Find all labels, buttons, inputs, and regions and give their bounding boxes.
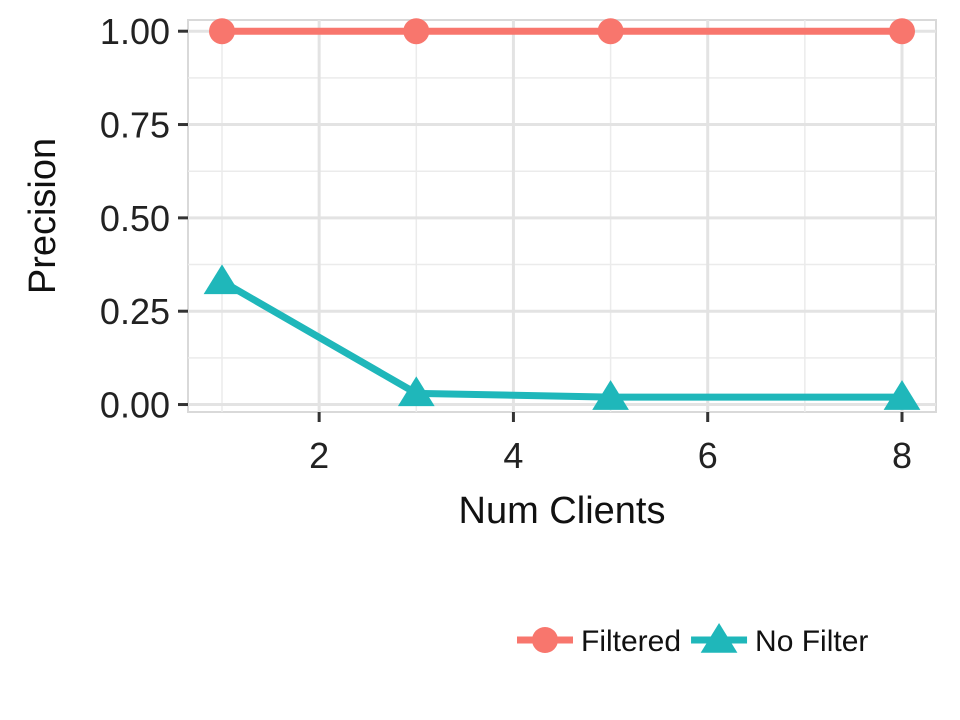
data-point-no-filter (883, 380, 921, 410)
legend-label: Filtered (581, 625, 681, 658)
data-point-filtered (597, 18, 624, 45)
legend-item-filtered: Filtered (517, 625, 681, 658)
y-tick-label: 0.50 (100, 198, 170, 239)
axes: 0.00 0.25 0.50 0.75 1.00 2 4 6 8 (100, 11, 912, 476)
legend-key-marker (532, 627, 558, 653)
x-axis-title: Num Clients (459, 490, 666, 532)
y-axis-title: Precision (22, 138, 64, 294)
series-line-no-filter (218, 277, 906, 401)
x-tick-label: 2 (309, 435, 329, 476)
data-point-filtered (889, 18, 915, 45)
y-tick-label: 1.00 (100, 11, 170, 52)
y-tick-label: 0.25 (100, 291, 170, 332)
legend-key-marker (700, 623, 738, 653)
legend: Filtered No Filter (517, 623, 868, 658)
data-point-filtered (209, 18, 235, 45)
y-tick-label: 0.00 (100, 385, 170, 426)
plot-panel (187, 19, 937, 413)
series-no-filter (203, 264, 921, 410)
legend-item-no-filter: No Filter (691, 623, 868, 658)
legend-label: No Filter (755, 625, 868, 658)
x-tick-label: 6 (698, 435, 718, 476)
data-point-filtered (403, 18, 430, 45)
data-point-no-filter (592, 380, 629, 410)
series-filtered (209, 18, 915, 45)
data-point-no-filter (397, 376, 435, 407)
data-point-no-filter (203, 264, 241, 295)
y-tick-label: 0.75 (100, 105, 170, 146)
x-tick-label: 4 (503, 435, 523, 476)
x-tick-label: 8 (892, 435, 912, 476)
series-layer (203, 18, 921, 410)
